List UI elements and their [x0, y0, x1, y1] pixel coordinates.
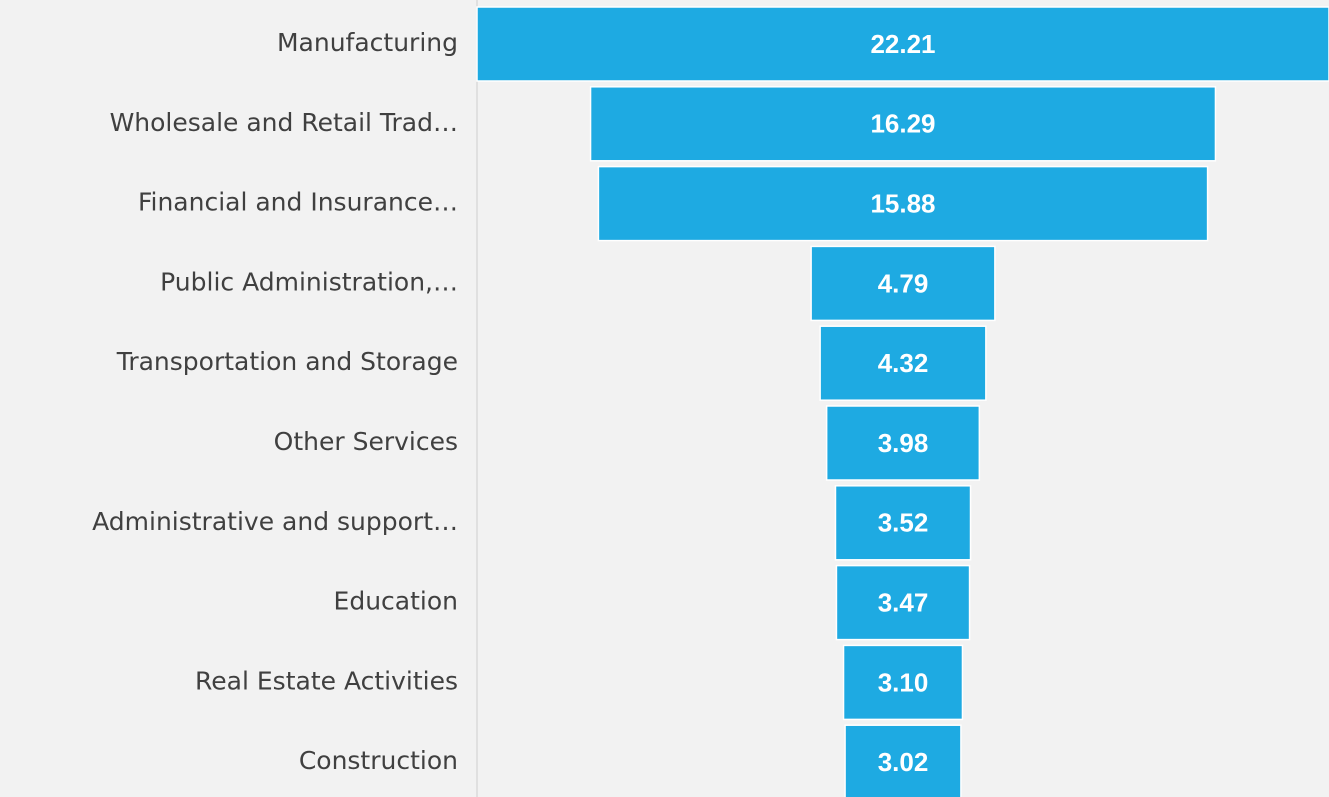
bar: [589, 86, 1217, 162]
category-label: Financial and Insurance…: [138, 188, 458, 217]
category-label: Wholesale and Retail Trad…: [110, 108, 458, 137]
bar: [844, 724, 962, 797]
category-label: Real Estate Activities: [195, 666, 458, 695]
value-label: 3.10: [878, 667, 929, 697]
value-label: 15.88: [870, 188, 935, 218]
bar: [476, 6, 1329, 82]
value-label: 22.21: [870, 29, 935, 59]
category-label: Construction: [299, 746, 458, 775]
bar: [842, 644, 964, 721]
value-label: 4.79: [878, 268, 929, 298]
value-label: 3.52: [878, 508, 929, 538]
value-label: 3.47: [878, 587, 929, 617]
bar: [810, 245, 996, 322]
bar: [835, 564, 971, 641]
value-label: 3.98: [878, 428, 929, 458]
bar: [597, 165, 1209, 242]
category-label: Manufacturing: [277, 28, 458, 57]
bar: [834, 485, 972, 561]
category-label: Other Services: [274, 427, 458, 456]
bar: [819, 325, 987, 401]
value-label: 16.29: [870, 109, 935, 139]
bar: [825, 405, 981, 481]
value-label: 3.02: [878, 747, 929, 777]
category-label: Education: [334, 587, 458, 616]
category-label: Transportation and Storage: [116, 347, 458, 376]
category-label: Public Administration,…: [160, 267, 458, 296]
category-label: Administrative and support…: [92, 507, 458, 536]
value-label: 4.32: [878, 348, 929, 378]
